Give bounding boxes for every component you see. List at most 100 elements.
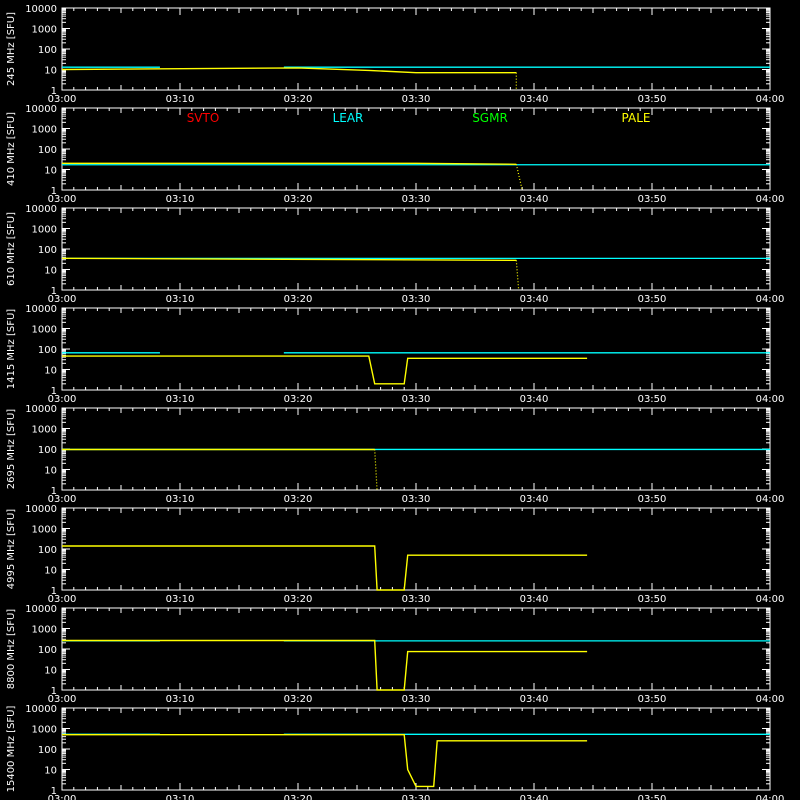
y-tick-label: 1 <box>51 786 57 797</box>
x-tick-label: 03:20 <box>284 294 313 305</box>
y-tick-label: 100 <box>38 145 57 156</box>
pale-series <box>61 67 517 74</box>
x-tick-label: 03:40 <box>520 294 549 305</box>
y-axis-label: 2695 MHz [SFU] <box>6 409 17 490</box>
panel-frame <box>61 207 771 291</box>
y-tick-label: 1000 <box>32 25 57 36</box>
pale-series <box>62 545 588 591</box>
x-tick-label: 03:20 <box>284 594 313 605</box>
y-axis-label: 1415 MHz [SFU] <box>6 309 17 390</box>
y-tick-label: 1000 <box>32 225 57 236</box>
y-tick-label: 10 <box>44 766 57 777</box>
x-tick-label: 03:00 <box>48 394 77 405</box>
y-tick-label: 10000 <box>25 604 57 615</box>
x-tick-label: 03:10 <box>166 294 195 305</box>
y-tick-label: 10000 <box>25 104 57 115</box>
x-tick-label: 03:40 <box>520 394 549 405</box>
x-tick-label: 03:30 <box>402 594 431 605</box>
panel-frame <box>61 7 771 91</box>
x-tick-label: 03:10 <box>166 594 195 605</box>
pale-drop <box>515 164 523 191</box>
y-axis-label: 245 MHz [SFU] <box>6 12 17 86</box>
x-tick-label: 04:00 <box>756 294 785 305</box>
pale-series <box>61 257 517 261</box>
x-tick-label: 03:50 <box>638 294 667 305</box>
legend-svto: SVTO <box>187 111 220 125</box>
x-tick-label: 03:30 <box>402 494 431 505</box>
x-tick-label: 03:50 <box>638 594 667 605</box>
y-tick-label: 100 <box>38 545 57 556</box>
x-tick-label: 03:20 <box>284 394 313 405</box>
y-tick-label: 10000 <box>25 204 57 215</box>
x-tick-label: 03:40 <box>520 94 549 105</box>
y-tick-label: 1 <box>51 586 57 597</box>
y-tick-label: 10000 <box>25 504 57 515</box>
x-tick-label: 03:30 <box>402 394 431 405</box>
x-tick-label: 03:50 <box>638 494 667 505</box>
x-tick-label: 03:30 <box>402 694 431 705</box>
x-tick-label: 03:40 <box>520 794 549 800</box>
y-tick-label: 1 <box>51 86 57 97</box>
y-tick-label: 1 <box>51 486 57 497</box>
x-tick-label: 03:20 <box>284 194 313 205</box>
y-tick-label: 1000 <box>32 525 57 536</box>
y-tick-label: 10 <box>44 566 57 577</box>
y-tick-label: 10 <box>44 166 57 177</box>
y-tick-label: 1000 <box>32 125 57 136</box>
y-axis-label: 8800 MHz [SFU] <box>6 609 17 690</box>
y-tick-label: 1 <box>51 186 57 197</box>
panel-frame <box>61 607 771 691</box>
x-tick-label: 03:10 <box>166 694 195 705</box>
x-tick-label: 04:00 <box>756 394 785 405</box>
y-tick-label: 10 <box>44 366 57 377</box>
y-tick-label: 10000 <box>25 704 57 715</box>
y-tick-label: 100 <box>38 245 57 256</box>
x-tick-label: 03:00 <box>48 594 77 605</box>
y-axis-label: 15400 MHz [SFU] <box>6 706 17 793</box>
y-tick-label: 100 <box>38 345 57 356</box>
x-tick-label: 03:10 <box>166 94 195 105</box>
x-tick-label: 03:00 <box>48 294 77 305</box>
x-tick-label: 04:00 <box>756 94 785 105</box>
pale-drop <box>374 449 378 491</box>
y-tick-label: 100 <box>38 745 57 756</box>
panel-frame <box>61 307 771 391</box>
x-tick-label: 03:20 <box>284 494 313 505</box>
y-axis-label: 410 MHz [SFU] <box>6 112 17 186</box>
x-tick-label: 03:40 <box>520 594 549 605</box>
x-tick-label: 03:50 <box>638 94 667 105</box>
x-tick-label: 03:00 <box>48 694 77 705</box>
y-tick-label: 10 <box>44 66 57 77</box>
y-tick-label: 10 <box>44 666 57 677</box>
y-tick-label: 1 <box>51 686 57 697</box>
legend-lear: LEAR <box>333 111 364 125</box>
y-tick-label: 10 <box>44 266 57 277</box>
x-tick-label: 04:00 <box>756 694 785 705</box>
x-tick-label: 03:20 <box>284 694 313 705</box>
x-tick-label: 03:50 <box>638 394 667 405</box>
x-tick-label: 03:00 <box>48 94 77 105</box>
x-tick-label: 03:00 <box>48 194 77 205</box>
pale-series <box>62 162 517 165</box>
pale-drop <box>515 260 520 291</box>
x-tick-label: 03:50 <box>638 794 667 800</box>
y-tick-label: 1 <box>51 286 57 297</box>
x-tick-label: 03:10 <box>166 494 195 505</box>
x-tick-label: 03:40 <box>520 194 549 205</box>
x-tick-label: 04:00 <box>756 594 785 605</box>
y-axis-label: 4995 MHz [SFU] <box>6 509 17 590</box>
y-tick-label: 10 <box>44 466 57 477</box>
legend-sgmr: SGMR <box>472 111 508 125</box>
x-tick-label: 04:00 <box>756 794 785 800</box>
pale-series <box>62 734 588 788</box>
y-tick-label: 100 <box>38 45 57 56</box>
y-tick-label: 1000 <box>32 725 57 736</box>
y-tick-label: 1000 <box>32 625 57 636</box>
y-tick-label: 1000 <box>32 425 57 436</box>
panel-frame <box>61 507 771 591</box>
x-tick-label: 03:30 <box>402 294 431 305</box>
y-tick-label: 10000 <box>25 404 57 415</box>
x-tick-label: 03:10 <box>166 394 195 405</box>
y-tick-label: 1000 <box>32 325 57 336</box>
y-tick-label: 1 <box>51 386 57 397</box>
